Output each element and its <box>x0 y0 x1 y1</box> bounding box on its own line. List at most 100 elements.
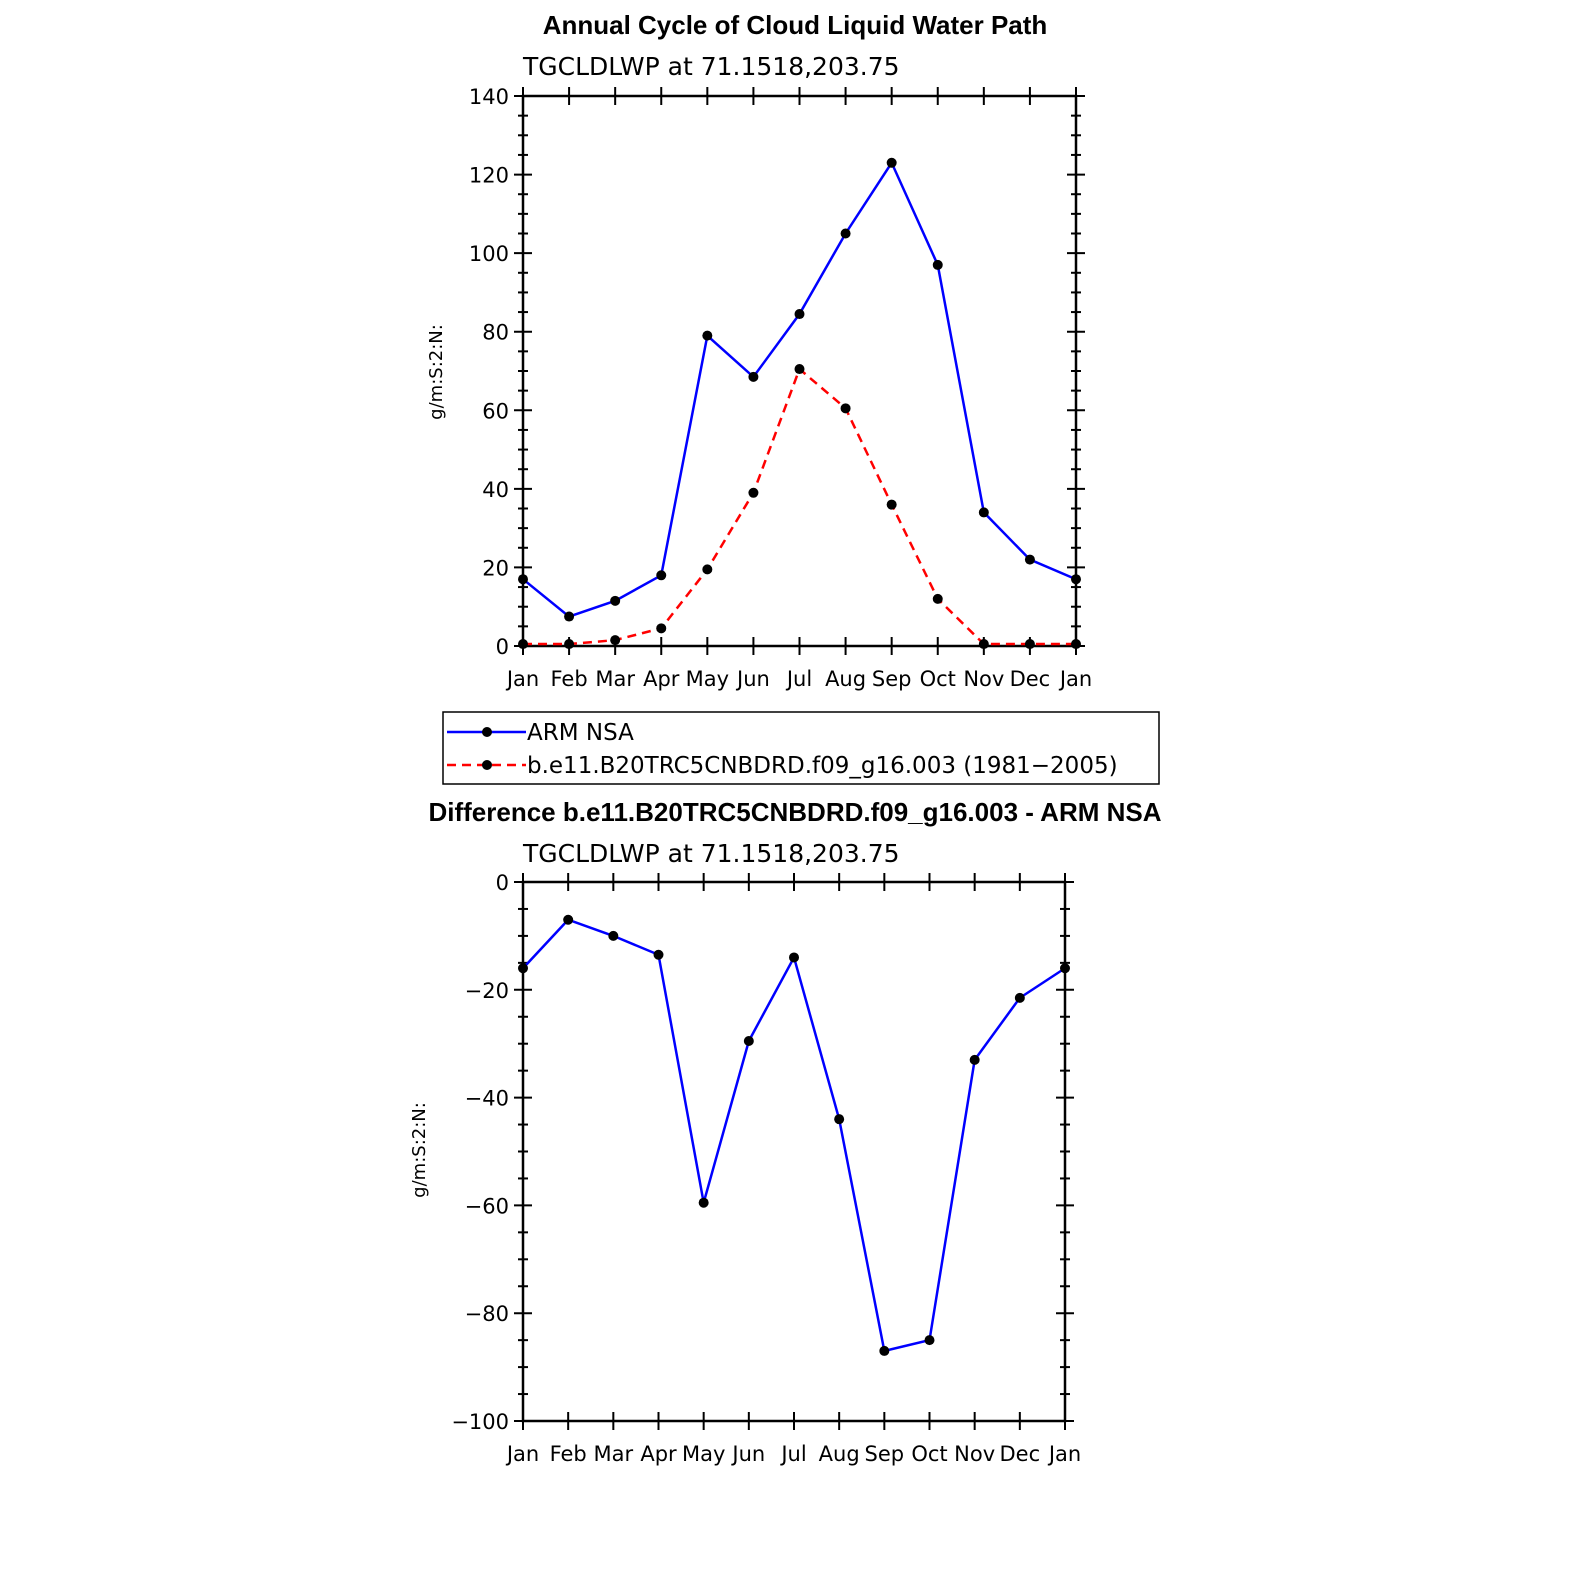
data-point <box>702 330 713 341</box>
difference-chart: Difference b.e11.B20TRC5CNBDRD.f09_g16.0… <box>409 797 1162 1466</box>
data-point <box>886 157 897 168</box>
data-point <box>794 364 805 375</box>
y-tick-label: 0 <box>496 635 509 659</box>
y-axis-label: g/m:S:2:N: <box>426 324 447 420</box>
chart-title: Difference b.e11.B20TRC5CNBDRD.f09_g16.0… <box>428 797 1161 827</box>
x-tick-label: Sep <box>872 667 912 691</box>
data-point <box>564 639 575 650</box>
x-axis: Jan Feb Mar Apr May Jun Jul Aug Sep Oct Nov Dec Jan <box>505 873 1081 1466</box>
legend-arm-label: ARM NSA <box>527 720 634 746</box>
y-tick-label: 60 <box>482 399 509 423</box>
y-axis: 0 20 40 60 80 100 120 140 <box>469 85 1085 659</box>
y-axis: 0 −20 −40 −60 −80 −100 <box>451 871 1074 1434</box>
data-point <box>978 639 989 650</box>
x-tick-label: Apr <box>640 1442 677 1466</box>
data-point <box>969 1054 980 1065</box>
x-tick-label: Oct <box>920 667 956 691</box>
y-tick-label: −100 <box>451 1410 509 1434</box>
x-tick-label: Jul <box>779 1442 806 1466</box>
plot-frame <box>521 880 1067 1423</box>
y-tick-label: 140 <box>469 85 509 109</box>
data-point <box>518 574 528 585</box>
data-point <box>1024 639 1035 650</box>
x-tick-label: Aug <box>819 1442 860 1466</box>
data-point <box>932 259 943 270</box>
data-point <box>656 570 667 581</box>
y-tick-label: −60 <box>465 1194 509 1218</box>
x-tick-label: Nov <box>954 1442 995 1466</box>
y-tick-label: 40 <box>482 478 509 502</box>
legend-model-label: b.e11.B20TRC5CNBDRD.f09_g16.003 (1981−20… <box>527 753 1118 779</box>
chart-subtitle: TGCLDLWP at 71.1518,203.75 <box>522 52 900 81</box>
data-point <box>840 228 851 239</box>
data-point <box>656 623 667 634</box>
data-point <box>743 1036 754 1047</box>
y-axis-label: g/m:S:2:N: <box>409 1102 430 1198</box>
x-tick-label: Apr <box>643 667 680 691</box>
data-point <box>1071 639 1081 650</box>
x-tick-label: Oct <box>911 1442 947 1466</box>
x-tick-label: Dec <box>1010 667 1051 691</box>
data-point <box>1014 992 1025 1003</box>
x-tick-label: Jan <box>1058 667 1092 691</box>
annual-cycle-chart: Annual Cycle of Cloud Liquid Water Path … <box>426 10 1092 691</box>
x-tick-label: Sep <box>865 1442 905 1466</box>
x-tick-label: Aug <box>825 667 866 691</box>
y-tick-label: −20 <box>465 979 509 1003</box>
data-point <box>978 507 989 518</box>
x-axis: Jan Feb Mar Apr May Jun Jul Aug Sep Oct Nov Dec Jan <box>505 87 1092 691</box>
x-tick-label: Nov <box>963 667 1004 691</box>
data-point <box>924 1335 935 1346</box>
legend: ARM NSA b.e11.B20TRC5CNBDRD.f09_g16.003 … <box>442 711 1160 785</box>
data-point <box>840 403 851 414</box>
data-point <box>1071 574 1081 585</box>
chart-title: Annual Cycle of Cloud Liquid Water Path <box>543 10 1048 40</box>
x-tick-label: Jan <box>1047 1442 1081 1466</box>
y-tick-label: 120 <box>469 164 509 188</box>
chart-subtitle: TGCLDLWP at 71.1518,203.75 <box>522 839 900 868</box>
data-point <box>789 952 799 963</box>
series-layer <box>518 157 1081 650</box>
x-tick-label: Mar <box>594 1442 634 1466</box>
data-point <box>698 1197 709 1208</box>
y-tick-label: 100 <box>469 242 509 266</box>
y-tick-label: 80 <box>482 321 509 345</box>
y-tick-label: 0 <box>496 871 509 895</box>
x-tick-label: Feb <box>550 1442 587 1466</box>
x-tick-label: May <box>682 1442 725 1466</box>
data-point <box>518 639 528 650</box>
data-point <box>932 593 943 604</box>
data-point <box>748 371 759 382</box>
data-point <box>748 487 759 498</box>
data-point <box>879 1345 890 1356</box>
x-tick-label: Jun <box>730 1442 765 1466</box>
legend-model-marker <box>482 760 492 770</box>
data-point <box>608 930 619 941</box>
data-point <box>886 499 897 510</box>
x-tick-label: Dec <box>1000 1442 1041 1466</box>
data-point <box>794 309 805 320</box>
series-line <box>522 918 1066 1353</box>
data-point <box>518 963 528 974</box>
data-point <box>610 595 621 606</box>
data-point <box>610 635 621 646</box>
data-point <box>1024 554 1035 565</box>
x-tick-label: Mar <box>595 667 635 691</box>
x-tick-label: Jan <box>505 667 539 691</box>
x-tick-label: Jul <box>785 667 812 691</box>
data-point <box>834 1114 845 1125</box>
x-tick-label: Jan <box>505 1442 539 1466</box>
x-tick-label: Feb <box>550 667 587 691</box>
y-tick-label: −80 <box>465 1302 509 1326</box>
data-point <box>702 564 713 575</box>
series-line <box>522 160 1077 618</box>
y-tick-label: −40 <box>465 1087 509 1111</box>
legend-box <box>442 711 1160 785</box>
x-tick-label: Jun <box>735 667 770 691</box>
series-layer <box>518 914 1070 1356</box>
y-tick-label: 20 <box>482 556 509 580</box>
data-point <box>563 914 574 925</box>
x-tick-label: May <box>686 667 729 691</box>
data-point <box>564 611 575 622</box>
